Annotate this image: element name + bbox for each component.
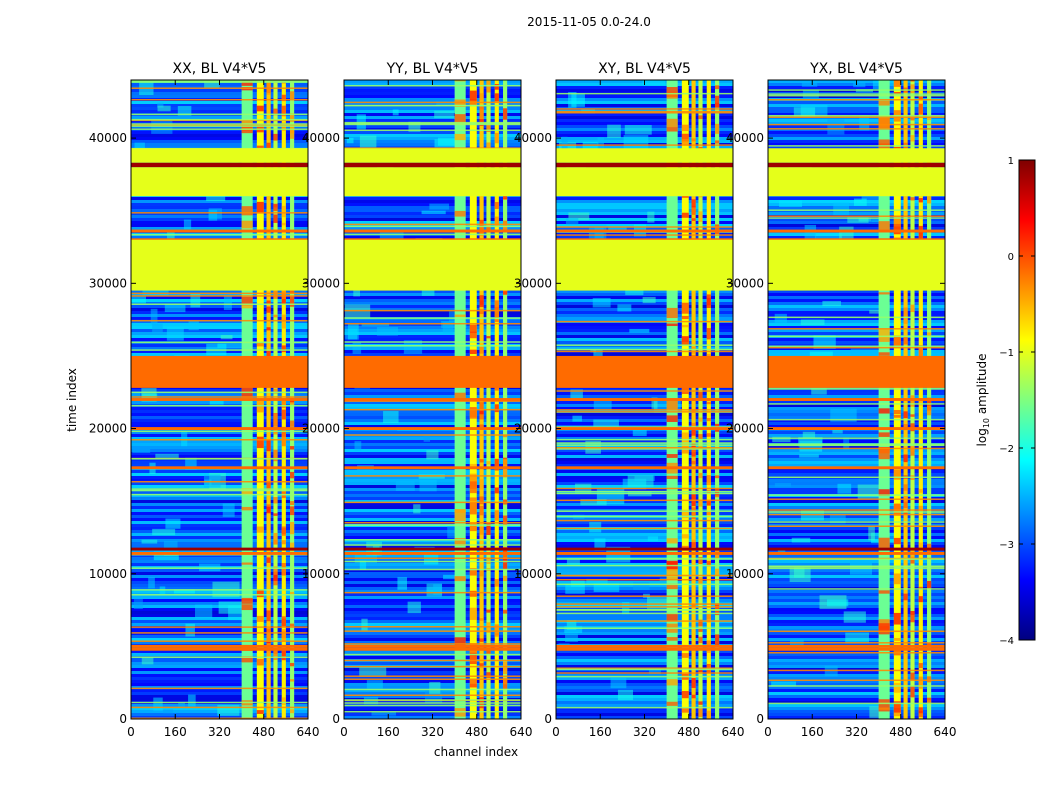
shared-y-axis-label: time index — [65, 368, 79, 432]
heatmap-image — [556, 80, 733, 719]
panel-3: YX, BL V4*V5 0 160 320 480 640 0 10000 20000 3000… — [726, 61, 957, 739]
colorbar-tick-label: −3 — [999, 540, 1014, 551]
x-tick-label: 0 — [764, 725, 772, 739]
panel-1: YY, BL V4*V5 0 160 320 480 640 0 10000 20000 3000… — [302, 61, 533, 739]
colorbar-gradient — [1018, 159, 1036, 641]
panel-title: YX, BL V4*V5 — [809, 61, 903, 77]
y-tick-label: 40000 — [302, 131, 340, 145]
heatmap-image — [768, 80, 945, 719]
y-tick-label: 20000 — [514, 422, 552, 436]
x-tick-label: 640 — [722, 725, 745, 739]
colorbar-label: log10 amplitude — [975, 354, 991, 447]
y-tick-label: 30000 — [302, 276, 340, 290]
y-tick-label: 10000 — [302, 567, 340, 581]
colorbar-tick-label: −1 — [999, 348, 1014, 359]
y-tick-label: 0 — [756, 712, 764, 726]
colorbar-tick-label: 1 — [1008, 156, 1014, 167]
x-tick-label: 0 — [340, 725, 348, 739]
panel-0: XX, BL V4*V5 0 160 320 480 640 0 10000 20000 3000… — [89, 61, 320, 739]
x-tick-label: 480 — [889, 725, 912, 739]
y-tick-label: 20000 — [726, 422, 764, 436]
x-tick-label: 480 — [465, 725, 488, 739]
y-tick-label: 30000 — [514, 276, 552, 290]
heatmap-image — [344, 80, 521, 719]
panel-title: XX, BL V4*V5 — [173, 61, 267, 77]
x-tick-label: 0 — [127, 725, 135, 739]
shared-x-axis-label: channel index — [434, 745, 518, 759]
y-tick-label: 0 — [544, 712, 552, 726]
colorbar-tick-label: −4 — [999, 636, 1014, 647]
panel-title: XY, BL V4*V5 — [598, 61, 691, 77]
y-tick-label: 40000 — [89, 131, 127, 145]
x-tick-label: 320 — [421, 725, 444, 739]
x-tick-label: 0 — [552, 725, 560, 739]
y-tick-label: 30000 — [89, 276, 127, 290]
figure-title: 2015-11-05 0.0-24.0 — [527, 15, 651, 29]
panel-title: YY, BL V4*V5 — [386, 61, 479, 77]
x-tick-label: 640 — [297, 725, 320, 739]
y-tick-label: 10000 — [726, 567, 764, 581]
y-tick-label: 20000 — [302, 422, 340, 436]
y-tick-label: 40000 — [726, 131, 764, 145]
x-tick-label: 480 — [677, 725, 700, 739]
x-tick-label: 480 — [252, 725, 275, 739]
colorbar-tick-label: 0 — [1008, 252, 1014, 263]
colorbar-tick-label: −2 — [999, 444, 1014, 455]
x-tick-label: 640 — [934, 725, 957, 739]
y-tick-label: 0 — [119, 712, 127, 726]
y-tick-label: 30000 — [726, 276, 764, 290]
panel-2: XY, BL V4*V5 0 160 320 480 640 0 10000 20000 3000… — [514, 61, 745, 739]
x-tick-label: 160 — [377, 725, 400, 739]
y-tick-label: 10000 — [514, 567, 552, 581]
x-tick-label: 160 — [589, 725, 612, 739]
y-tick-label: 20000 — [89, 422, 127, 436]
colorbar: 1 0 −1 −2 −3 −4 log10 amplitude — [975, 156, 1036, 647]
x-tick-label: 640 — [510, 725, 533, 739]
y-tick-label: 40000 — [514, 131, 552, 145]
heatmap-image — [131, 80, 308, 719]
y-tick-label: 10000 — [89, 567, 127, 581]
x-tick-label: 160 — [801, 725, 824, 739]
y-tick-label: 0 — [332, 712, 340, 726]
x-tick-label: 320 — [208, 725, 231, 739]
x-tick-label: 160 — [164, 725, 187, 739]
x-tick-label: 320 — [633, 725, 656, 739]
x-tick-label: 320 — [845, 725, 868, 739]
